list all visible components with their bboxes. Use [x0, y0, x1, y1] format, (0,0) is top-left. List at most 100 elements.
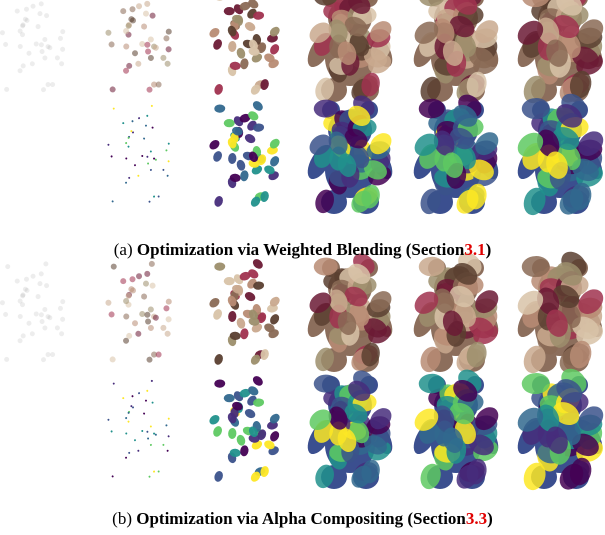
splat [239, 328, 249, 340]
splat [213, 195, 224, 208]
splat [29, 61, 35, 67]
splat [143, 137, 146, 140]
splat [143, 412, 146, 415]
splat [40, 86, 47, 93]
splat [39, 319, 45, 325]
splat [165, 27, 173, 35]
splat [165, 424, 167, 426]
splat [149, 282, 156, 289]
splat [157, 470, 159, 472]
splat [150, 444, 153, 447]
splat [131, 120, 134, 123]
splat [57, 35, 63, 41]
panel-label: (b) [112, 509, 132, 528]
splat [38, 0, 45, 7]
splat [142, 9, 150, 17]
splat [149, 12, 156, 19]
splat [135, 272, 142, 279]
splat [145, 318, 152, 325]
splat [138, 392, 140, 394]
splat [122, 397, 124, 399]
splat [259, 190, 270, 203]
splat [128, 275, 136, 283]
splat [157, 195, 159, 197]
splat [224, 7, 235, 15]
splat [148, 475, 151, 478]
splat [120, 8, 126, 14]
splat [111, 263, 117, 269]
splat [44, 13, 50, 19]
splat [147, 324, 155, 332]
splat [134, 164, 137, 167]
splat [128, 177, 130, 179]
splat [251, 99, 265, 112]
close-paren: ) [487, 509, 493, 528]
splat [214, 262, 225, 271]
section-ref: 3.3 [466, 509, 487, 528]
splat [213, 353, 224, 366]
splat [146, 114, 149, 117]
splat [5, 264, 10, 269]
splat [33, 41, 39, 47]
splat [153, 470, 156, 473]
splat [58, 60, 65, 67]
splat [111, 475, 114, 478]
splat [59, 316, 66, 323]
splat [228, 41, 237, 53]
splat [150, 105, 153, 108]
splat [239, 58, 249, 70]
splat [125, 181, 127, 183]
caption: (a) Optimization via Weighted Blending (… [0, 240, 605, 260]
splat [107, 418, 110, 421]
splat [239, 170, 249, 182]
splat [150, 380, 153, 383]
splat [167, 435, 170, 438]
splat [208, 26, 222, 39]
splat [39, 49, 45, 55]
splat [123, 313, 129, 319]
splat [224, 394, 235, 402]
close-paren: ) [486, 240, 492, 259]
splat [125, 157, 127, 159]
splat [214, 0, 225, 1]
splat [140, 22, 148, 30]
splat [239, 445, 249, 457]
splat [17, 68, 23, 74]
splat [127, 145, 130, 148]
splat [107, 143, 110, 146]
splat [211, 38, 223, 52]
splat [251, 374, 265, 387]
splat [142, 279, 150, 287]
splat [137, 450, 139, 452]
splat [163, 305, 170, 312]
splat [0, 29, 6, 36]
splat [166, 449, 169, 452]
splat [150, 150, 152, 152]
splat [0, 299, 6, 306]
splat [259, 78, 270, 91]
splat [151, 127, 153, 129]
section-ref: 3.1 [464, 240, 485, 259]
splat [23, 6, 30, 13]
splat [224, 119, 235, 127]
splat [59, 28, 66, 35]
splat [228, 153, 237, 165]
splat [131, 319, 139, 327]
splat [228, 311, 237, 323]
splat [235, 159, 246, 172]
splat [54, 325, 61, 332]
splat [147, 306, 154, 313]
splat [155, 81, 162, 88]
splat [104, 29, 112, 37]
splat [243, 20, 257, 33]
splat [211, 150, 223, 164]
splat [59, 46, 66, 53]
splat [42, 307, 48, 313]
splat [30, 273, 36, 279]
splat [159, 324, 167, 332]
splat [111, 200, 114, 203]
splat [41, 325, 48, 332]
splat [109, 86, 117, 94]
splat [26, 50, 32, 56]
splat [162, 169, 165, 172]
